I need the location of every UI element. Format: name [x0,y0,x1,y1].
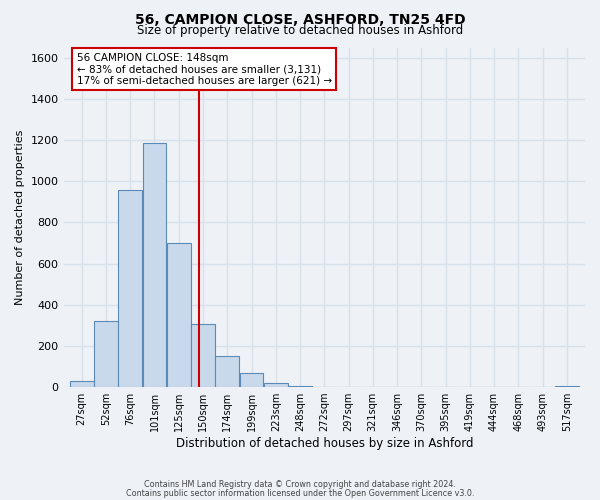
X-axis label: Distribution of detached houses by size in Ashford: Distribution of detached houses by size … [176,437,473,450]
Y-axis label: Number of detached properties: Number of detached properties [15,130,25,305]
Bar [215,356,239,387]
Bar [264,383,287,387]
Bar [555,386,578,387]
Bar [167,243,191,387]
Text: Contains HM Land Registry data © Crown copyright and database right 2024.: Contains HM Land Registry data © Crown c… [144,480,456,489]
Text: 56 CAMPION CLOSE: 148sqm
← 83% of detached houses are smaller (3,131)
17% of sem: 56 CAMPION CLOSE: 148sqm ← 83% of detach… [77,52,332,86]
Bar [191,324,215,387]
Text: Size of property relative to detached houses in Ashford: Size of property relative to detached ho… [137,24,463,37]
Bar [70,381,94,387]
Text: Contains public sector information licensed under the Open Government Licence v3: Contains public sector information licen… [126,488,474,498]
Bar [94,321,118,387]
Text: 56, CAMPION CLOSE, ASHFORD, TN25 4FD: 56, CAMPION CLOSE, ASHFORD, TN25 4FD [134,12,466,26]
Bar [288,386,312,387]
Bar [143,143,166,387]
Bar [118,190,142,387]
Bar [239,372,263,387]
